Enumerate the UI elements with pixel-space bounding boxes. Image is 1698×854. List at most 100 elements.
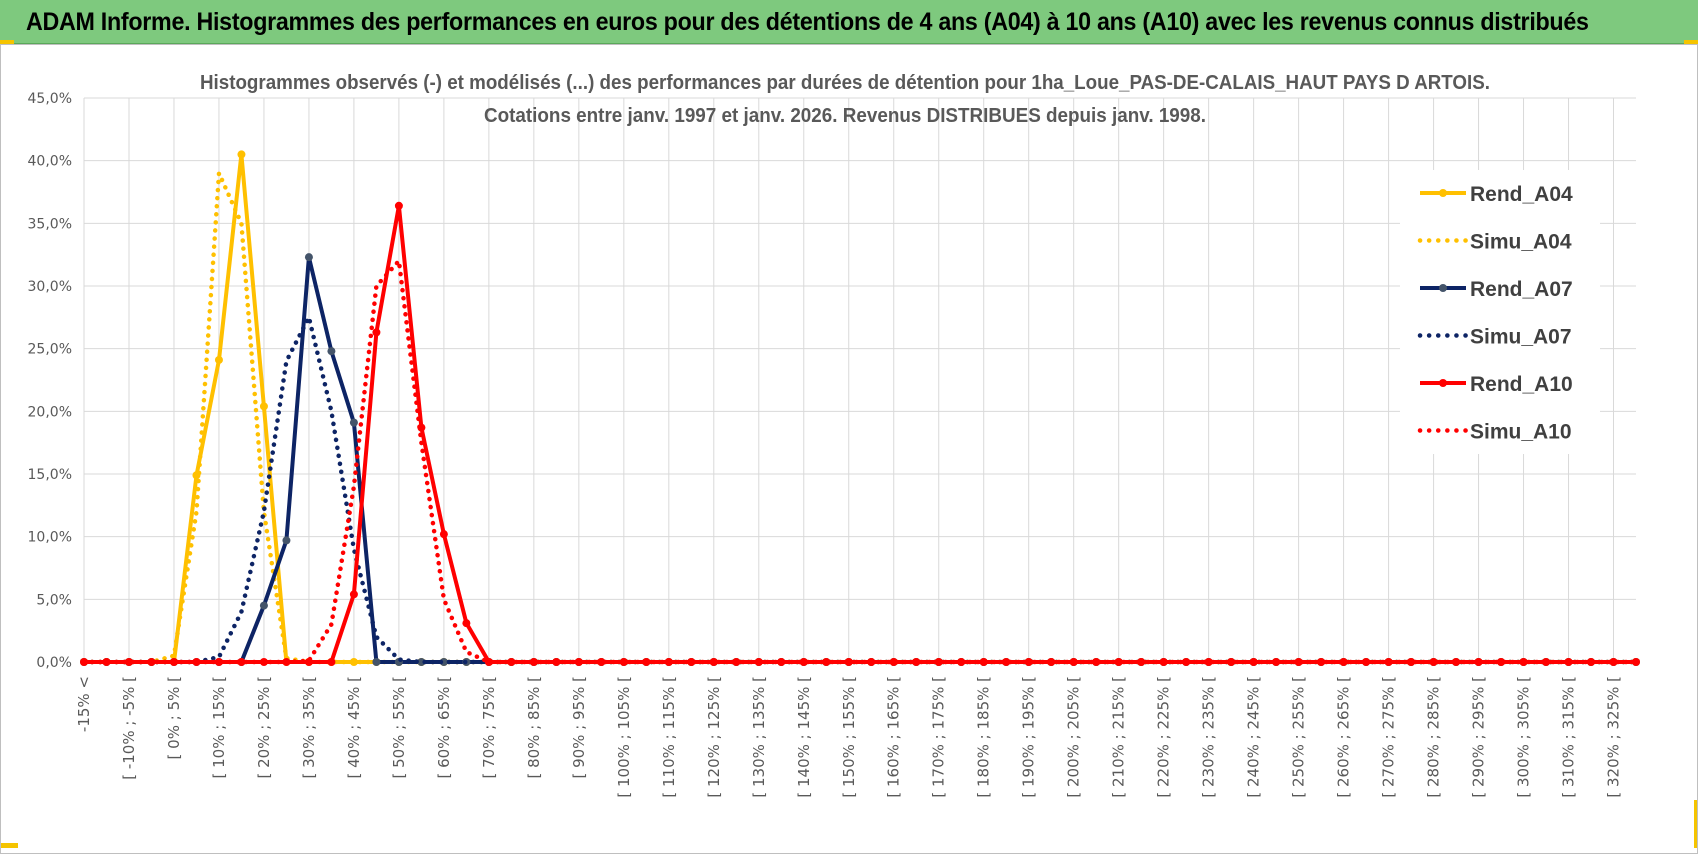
data-point [214, 355, 223, 364]
data-point [889, 658, 898, 666]
data-point [259, 402, 268, 411]
legend-label: Simu_A04 [1470, 231, 1572, 254]
x-tick-label: [ 40% ; 45% [ [345, 676, 363, 779]
y-axis-ticks: 0,0% 5,0% 10,0% 15,0% 20,0% 25,0% 30,0% 35,0% 40… [28, 91, 72, 671]
data-point [709, 658, 718, 666]
legend-label: Rend_A07 [1470, 278, 1573, 301]
report-banner: ADAM Informe. Histogrammes des performan… [0, 0, 1698, 44]
x-tick-label: [ 160% ; 165% [ [885, 676, 903, 798]
data-point [1092, 658, 1101, 666]
x-tick-label: [ 60% ; 65% [ [435, 676, 453, 779]
data-point [799, 658, 808, 666]
x-tick-label: [ 250% ; 255% [ [1290, 676, 1308, 798]
x-tick-label: [ 190% ; 195% [ [1020, 676, 1038, 798]
x-tick-label: [ 50% ; 55% [ [390, 676, 408, 779]
y-tick-label: 35,0% [28, 216, 72, 232]
x-tick-label: [ 20% ; 25% [ [255, 676, 273, 779]
x-tick-label: [ 300% ; 305% [ [1515, 676, 1533, 798]
x-tick-label: [ 130% ; 135% [ [750, 676, 768, 798]
gridlines [83, 97, 1636, 663]
data-point [327, 658, 336, 666]
x-tick-label: [ 230% ; 235% [ [1200, 676, 1218, 798]
series-lines [80, 150, 1640, 666]
series-line-rend-a10 [84, 203, 1636, 664]
data-point [372, 658, 381, 666]
data-point [124, 658, 133, 666]
report-title: ADAM Informe. Histogrammes des performan… [26, 8, 1589, 36]
data-point [687, 658, 696, 666]
x-tick-label: [ 0% ; 5% [ [165, 676, 183, 759]
corner-mark-top-right [1684, 40, 1698, 44]
x-tick-label: [ 90% ; 95% [ [570, 676, 588, 779]
data-point [484, 658, 493, 666]
x-tick-label: [ 290% ; 295% [ [1470, 676, 1488, 798]
legend-label: Simu_A07 [1470, 326, 1572, 349]
data-point [394, 201, 403, 210]
x-tick-label: [ 10% ; 15% [ [210, 676, 228, 779]
y-tick-label: 30,0% [28, 279, 72, 295]
y-tick-label: 45,0% [28, 91, 72, 107]
data-point [417, 658, 426, 666]
x-tick-label: [ 270% ; 275% [ [1380, 676, 1398, 798]
x-tick-label: [ 100% ; 105% [ [615, 676, 633, 798]
data-point [372, 328, 381, 337]
legend-label: Rend_A10 [1470, 373, 1573, 396]
data-point [1002, 658, 1011, 666]
corner-mark-top-left [0, 40, 14, 44]
x-tick-label: [ 260% ; 265% [ [1335, 676, 1353, 798]
x-tick-label: -15% < [75, 676, 93, 732]
x-tick-label: [ 200% ; 205% [ [1065, 676, 1083, 798]
legend-marker [1439, 284, 1447, 292]
data-point [597, 658, 606, 666]
data-point [1609, 658, 1618, 666]
data-point [439, 530, 448, 539]
data-point [1294, 658, 1303, 666]
x-tick-label: [ 220% ; 225% [ [1155, 676, 1173, 798]
data-point [327, 347, 336, 356]
legend-marker [1439, 379, 1447, 387]
y-tick-label: 5,0% [36, 592, 72, 608]
x-tick-label: [ 80% ; 85% [ [525, 676, 543, 779]
x-tick-label: [ 30% ; 35% [ [300, 676, 318, 779]
x-tick-label: [ 140% ; 145% [ [795, 676, 813, 798]
x-tick-label: [ 110% ; 115% [ [660, 676, 678, 798]
x-tick-label: [ 120% ; 125% [ [705, 676, 723, 798]
corner-mark-bottom-left [0, 843, 18, 848]
data-point [259, 601, 268, 610]
data-point [1204, 658, 1213, 666]
x-tick-label: [ 320% ; 325% [ [1605, 676, 1623, 798]
data-point [1497, 658, 1506, 666]
x-tick-label: [ 210% ; 215% [ [1110, 676, 1128, 798]
x-tick-label: [ -10% ; -5% [ [120, 676, 138, 780]
corner-mark-bottom-right [1694, 800, 1698, 848]
y-tick-label: 20,0% [28, 404, 72, 420]
data-point [282, 536, 291, 545]
legend-label: Rend_A04 [1470, 183, 1573, 206]
data-point [349, 418, 358, 427]
x-tick-label: [ 170% ; 175% [ [930, 676, 948, 798]
y-tick-label: 25,0% [28, 342, 72, 358]
legend-background [1400, 170, 1600, 454]
x-axis-ticks: -15% < [ -10% ; -5% [ [ 0% ; 5% [ [ 10% ; 1… [75, 676, 1623, 798]
legend: Rend_A04 Simu_A04 Rend_A07 Simu_A07 Rend_A10… [1400, 170, 1600, 454]
x-tick-label: [ 70% ; 75% [ [480, 676, 498, 779]
x-tick-label: [ 180% ; 185% [ [975, 676, 993, 798]
chart-title: Histogrammes observés (-) et modélisés (… [200, 72, 1490, 94]
x-tick-label: [ 310% ; 315% [ [1560, 676, 1578, 798]
legend-marker [1439, 189, 1447, 197]
y-tick-label: 10,0% [28, 530, 72, 546]
y-tick-label: 40,0% [28, 154, 72, 170]
x-tick-label: [ 240% ; 245% [ [1245, 676, 1263, 798]
data-point [304, 253, 313, 262]
x-tick-label: [ 150% ; 155% [ [840, 676, 858, 798]
data-point [349, 590, 358, 599]
data-point [1407, 658, 1416, 666]
data-point [507, 658, 516, 666]
y-tick-label: 0,0% [36, 655, 72, 671]
x-tick-label: [ 280% ; 285% [ [1425, 676, 1443, 798]
legend-label: Simu_A10 [1470, 421, 1572, 444]
data-point [462, 619, 471, 628]
data-point [237, 150, 246, 159]
chart-subtitle: Cotations entre janv. 1997 et janv. 2026… [484, 105, 1206, 127]
